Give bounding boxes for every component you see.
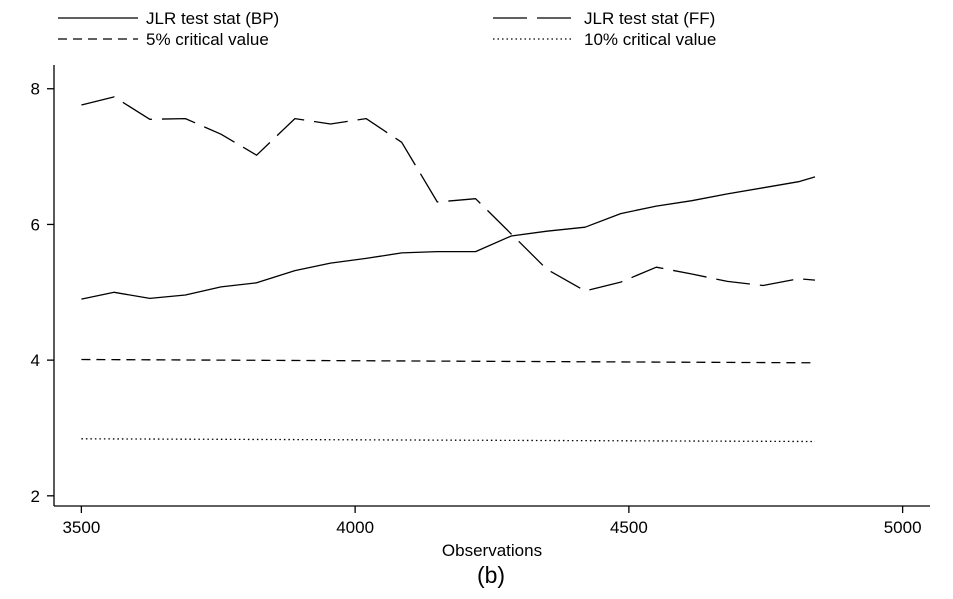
x-axis-label: Observations (442, 541, 542, 560)
x-tick-label: 3500 (62, 518, 100, 537)
series-line-3 (81, 438, 816, 443)
legend-label-ff: JLR test stat (FF) (584, 9, 715, 28)
x-ticks: 3500 4000 4500 5000 (62, 506, 922, 537)
y-tick-label: 8 (31, 80, 40, 99)
x-tick-label: 5000 (884, 518, 922, 537)
y-tick-label: 6 (31, 215, 40, 234)
series-line-1 (81, 96, 816, 292)
series-line-2 (81, 358, 816, 364)
series-line-0 (81, 176, 816, 300)
legend-label-10pct: 10% critical value (584, 30, 716, 49)
figure-caption: (b) (477, 562, 505, 588)
legend-label-bp: JLR test stat (BP) (146, 9, 279, 28)
legend-label-5pct: 5% critical value (146, 30, 269, 49)
y-tick-label: 2 (31, 487, 40, 506)
x-tick-label: 4500 (610, 518, 648, 537)
y-tick-label: 4 (31, 351, 40, 370)
y-ticks: 2 4 6 8 (31, 80, 54, 506)
legend: JLR test stat (BP) JLR test stat (FF) 5%… (58, 9, 716, 49)
series-layer (81, 96, 816, 443)
axes (53, 65, 930, 507)
x-tick-label: 4000 (336, 518, 374, 537)
